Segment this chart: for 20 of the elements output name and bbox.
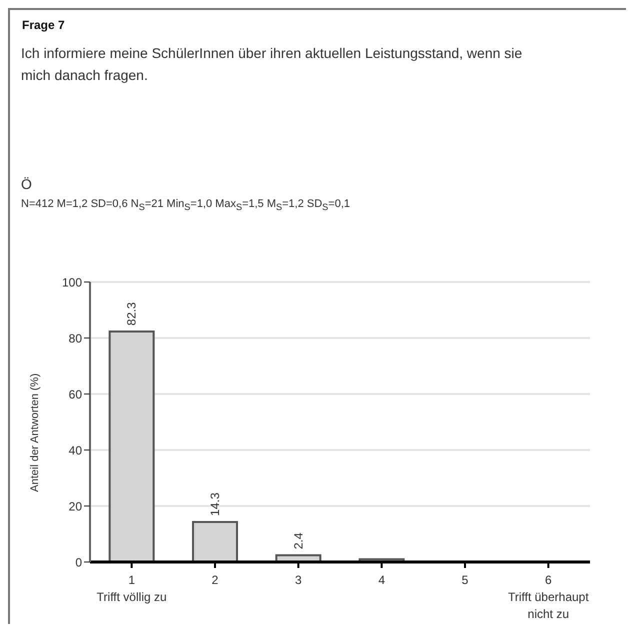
data-label: 14.3	[208, 492, 222, 516]
x-tick-label: 3	[294, 573, 302, 587]
data-label: 2.4	[291, 532, 306, 550]
x-tick-label: 6 Trifft überhaupt nicht zu	[508, 573, 590, 621]
x-tick-label: 1 Trifft völlig zu	[96, 573, 167, 604]
chart-title: Frage 7	[22, 18, 65, 32]
y-tick-label: 0	[75, 555, 82, 570]
y-tick-label: 80	[68, 331, 82, 346]
y-tick-label: 20	[68, 499, 82, 514]
text: Ö	[21, 176, 32, 192]
x-tick-label: 2	[212, 573, 219, 587]
y-tick-label: 60	[68, 387, 82, 402]
chart-subtitle: Ich informiere meine SchülerInnen über ihren aktuellen Leistungsstand, wenn sie mich danach fragen.	[21, 44, 524, 85]
x-tick-label: 5	[462, 573, 469, 587]
data-label: 82.3	[124, 302, 139, 326]
text: N=412 M=1,2 SD=0,6 N$_{S}$=21 Min$_{S}$=1,0 Max$_{S}$=1,5 M$_{S}$=1,2 SD$_{S}$=0,1	[21, 198, 350, 212]
y-tick-label: 40	[68, 443, 82, 458]
x-tick-label: 4	[378, 573, 386, 587]
y-tick-label: 100	[62, 275, 82, 290]
y-axis-title: Anteil der Antworten (%)	[28, 373, 41, 492]
